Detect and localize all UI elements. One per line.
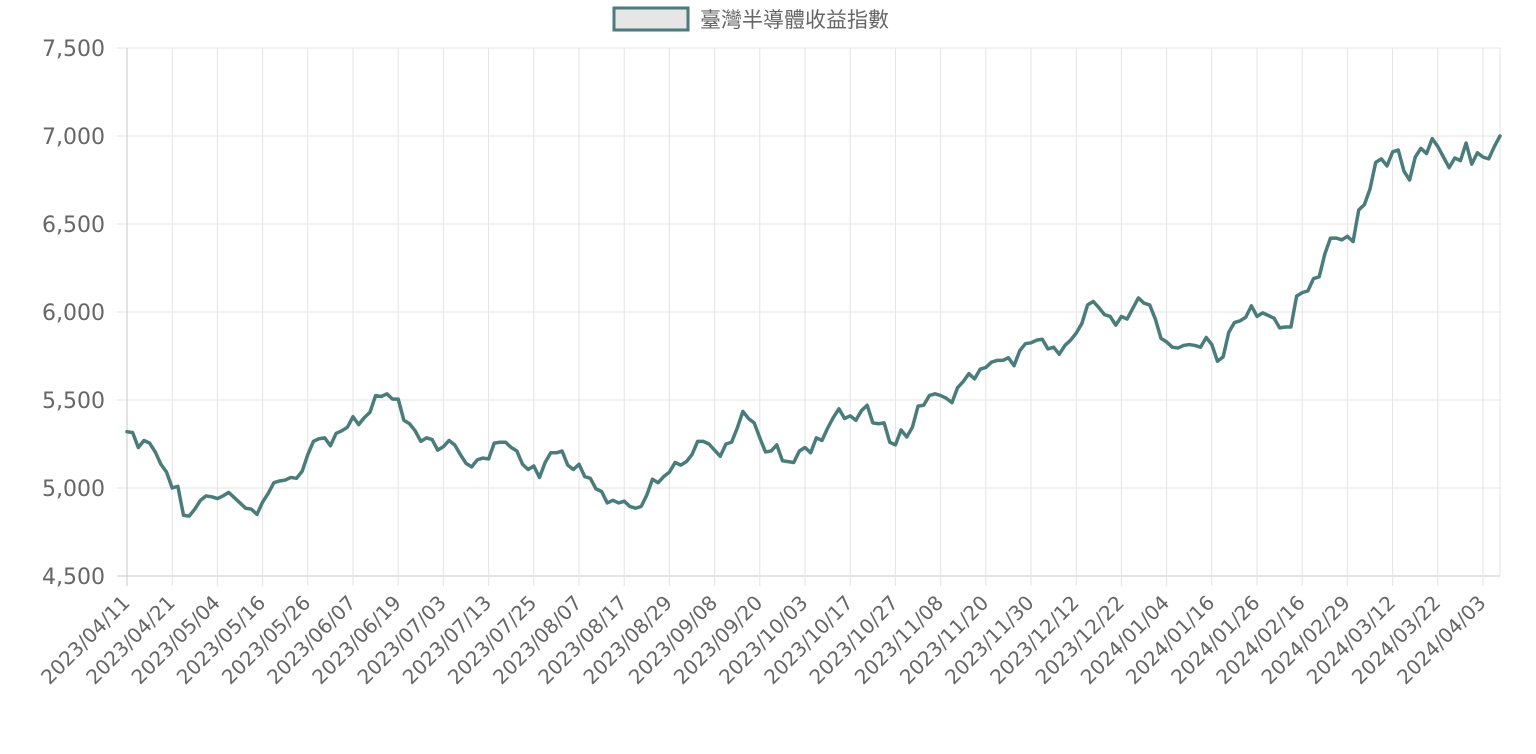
x-axis-ticks: 2023/04/112023/04/212023/05/042023/05/16… [36, 591, 1490, 689]
y-grid-lines [117, 47, 1500, 577]
legend-label[interactable]: 臺灣半導體收益指數 [700, 8, 889, 32]
y-axis-ticks: 7,500 7,000 6,500 6,000 5,500 5,000 4,500 [42, 37, 105, 590]
y-tick-label: 6,500 [42, 213, 105, 238]
series-line [125, 134, 1502, 518]
y-tick-label: 5,000 [42, 477, 105, 502]
y-tick-label: 6,000 [42, 301, 105, 326]
y-tick-label: 4,500 [42, 565, 105, 590]
y-tick-label: 5,500 [42, 389, 105, 414]
legend-swatch[interactable] [612, 6, 690, 32]
y-tick-label: 7,500 [42, 37, 105, 62]
y-tick-label: 7,000 [42, 125, 105, 150]
x-grid-lines [126, 48, 1501, 586]
legend[interactable]: 臺灣半導體收益指數 [612, 6, 889, 32]
